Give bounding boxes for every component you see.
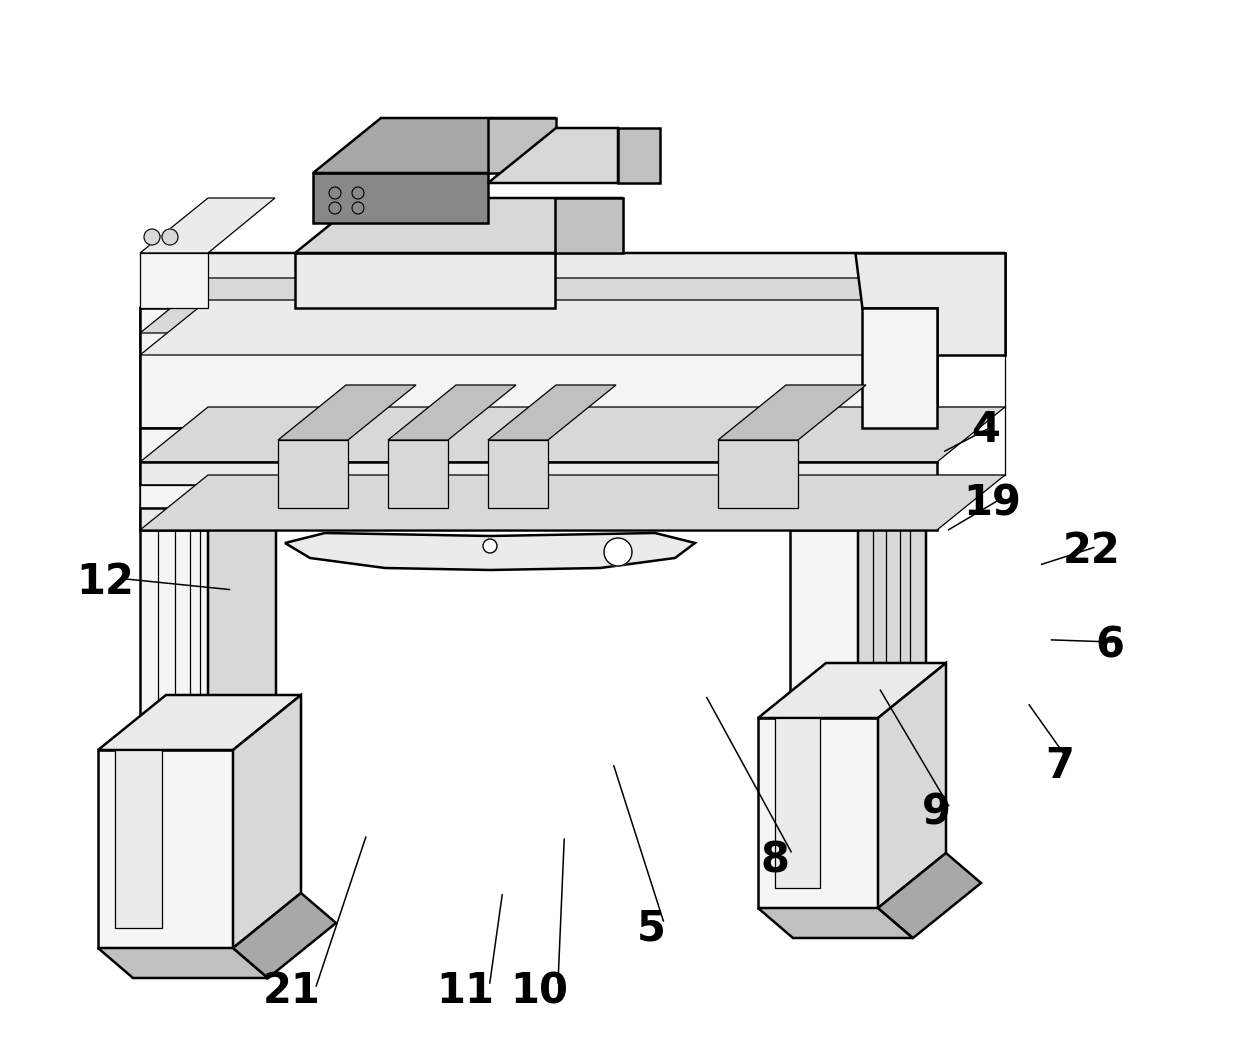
Polygon shape <box>878 663 946 908</box>
Polygon shape <box>140 428 937 462</box>
Text: 9: 9 <box>921 792 951 834</box>
Text: 8: 8 <box>760 839 790 881</box>
Circle shape <box>352 202 365 214</box>
Text: 4: 4 <box>971 409 1001 451</box>
Polygon shape <box>388 440 448 508</box>
Polygon shape <box>140 407 1004 462</box>
Polygon shape <box>140 198 275 253</box>
Circle shape <box>329 202 341 214</box>
Polygon shape <box>718 440 799 508</box>
Polygon shape <box>140 278 1004 333</box>
Text: 19: 19 <box>963 483 1021 524</box>
Polygon shape <box>140 308 937 428</box>
Text: 5: 5 <box>636 907 666 949</box>
Text: 22: 22 <box>1063 530 1120 572</box>
Polygon shape <box>295 198 622 253</box>
Polygon shape <box>233 893 336 978</box>
Polygon shape <box>233 695 301 948</box>
Text: 10: 10 <box>511 970 568 1012</box>
Polygon shape <box>312 173 489 223</box>
Polygon shape <box>140 428 208 750</box>
Polygon shape <box>758 663 946 718</box>
Polygon shape <box>140 253 208 308</box>
Polygon shape <box>278 440 348 508</box>
Polygon shape <box>312 117 556 173</box>
Polygon shape <box>140 508 937 530</box>
Polygon shape <box>856 253 1004 355</box>
Polygon shape <box>285 533 694 570</box>
Polygon shape <box>98 948 268 978</box>
Polygon shape <box>718 385 866 440</box>
Circle shape <box>352 187 365 199</box>
Polygon shape <box>115 750 162 928</box>
Polygon shape <box>140 485 937 508</box>
Polygon shape <box>878 853 981 938</box>
Polygon shape <box>388 385 516 440</box>
Polygon shape <box>858 383 926 718</box>
Text: 12: 12 <box>77 561 134 603</box>
Polygon shape <box>98 695 301 750</box>
Circle shape <box>162 229 179 245</box>
Polygon shape <box>295 253 556 308</box>
Text: 6: 6 <box>1095 624 1125 666</box>
Polygon shape <box>140 300 1004 355</box>
Circle shape <box>484 539 497 553</box>
Polygon shape <box>489 440 548 508</box>
Polygon shape <box>489 117 556 173</box>
Polygon shape <box>140 462 937 485</box>
Polygon shape <box>278 385 415 440</box>
Polygon shape <box>556 198 622 253</box>
Polygon shape <box>758 908 913 938</box>
Text: 21: 21 <box>263 970 320 1012</box>
Polygon shape <box>775 718 820 889</box>
Circle shape <box>144 229 160 245</box>
Polygon shape <box>489 385 616 440</box>
Polygon shape <box>758 718 878 908</box>
Text: 11: 11 <box>436 970 494 1012</box>
Polygon shape <box>790 438 858 718</box>
Polygon shape <box>862 308 937 428</box>
Polygon shape <box>489 128 618 183</box>
Polygon shape <box>98 750 233 948</box>
Text: 7: 7 <box>1045 745 1075 787</box>
Circle shape <box>329 187 341 199</box>
Circle shape <box>604 538 632 566</box>
Polygon shape <box>208 373 277 750</box>
Polygon shape <box>140 475 1004 530</box>
Polygon shape <box>618 128 660 183</box>
Polygon shape <box>140 253 1004 308</box>
